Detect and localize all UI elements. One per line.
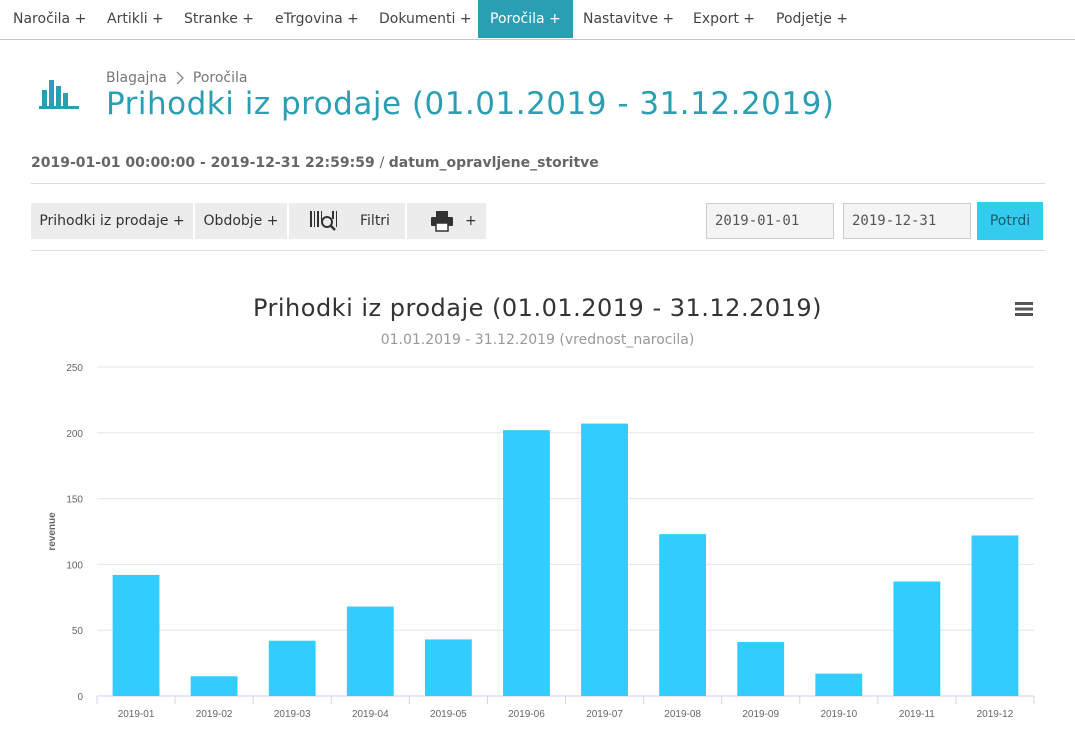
bar-chart-icon (39, 80, 79, 109)
range-text: 2019-01-01 00:00:00 - 2019-12-31 22:59:5… (31, 155, 375, 171)
divider-bottom (31, 250, 1045, 251)
nav-item-artikli[interactable]: Artikli + (107, 11, 164, 27)
page-title: Prihodki iz prodaje (01.01.2019 - 31.12.… (106, 86, 835, 122)
period-select-button[interactable]: Obdobje + (195, 203, 287, 239)
printer-icon (431, 211, 453, 232)
breadcrumb-root[interactable]: Blagajna (106, 70, 167, 86)
nav-item-nastavitve[interactable]: Nastavitve + (583, 11, 675, 27)
x-tick-label: 2019-08 (664, 709, 701, 720)
nav-item-porocila[interactable]: Poročila + (478, 0, 573, 38)
bar-2019-05 (424, 639, 472, 696)
bar-chart: 0 50 100 150 200 250 revenue 2019-01 2019-02 2019… (47, 363, 1035, 720)
y-tick-label: 50 (72, 626, 84, 637)
x-tick-label: 2019-09 (742, 709, 779, 720)
nav-item-stranke[interactable]: Stranke + (184, 11, 254, 27)
bar-2019-12 (971, 535, 1019, 696)
print-plus: + (465, 213, 477, 229)
x-tick-label: 2019-12 (977, 709, 1014, 720)
bar-2019-02 (190, 676, 238, 696)
barcode-search-icon (310, 211, 337, 231)
bar-2019-01 (112, 574, 160, 696)
x-tick-label: 2019-11 (899, 709, 935, 720)
x-tick-label: 2019-02 (196, 709, 233, 720)
filters-label: Filtri (360, 213, 390, 229)
x-tick-label: 2019-04 (352, 709, 389, 720)
x-tick-label: 2019-03 (274, 709, 311, 720)
y-tick-label: 0 (77, 692, 83, 703)
x-tick-label: 2019-01 (118, 709, 155, 720)
bar-2019-08 (659, 534, 707, 696)
chevron-right-icon (176, 71, 184, 85)
report-select-button[interactable]: Prihodki iz prodaje + (31, 203, 193, 239)
x-tick-label: 2019-06 (508, 709, 545, 720)
confirm-button[interactable]: Potrdi (977, 202, 1043, 240)
nav-item-dokumenti[interactable]: Dokumenti + (379, 11, 472, 27)
x-tick-label: 2019-10 (820, 709, 857, 720)
x-tick-label: 2019-05 (430, 709, 467, 720)
bar-2019-09 (737, 642, 785, 696)
divider-top (31, 183, 1045, 184)
chart-title: Prihodki iz prodaje (01.01.2019 - 31.12.… (252, 294, 823, 322)
nav-item-etrgovina[interactable]: eTrgovina + (275, 11, 359, 27)
x-tick-label: 2019-07 (586, 709, 623, 720)
date-field-name: datum_opravljene_storitve (388, 155, 599, 171)
bar-2019-04 (346, 606, 394, 696)
bar-2019-11 (893, 581, 941, 696)
y-tick-label: 250 (66, 363, 83, 374)
hamburger-menu-icon[interactable] (1013, 300, 1035, 318)
date-range-info: 2019-01-01 00:00:00 - 2019-12-31 22:59:5… (31, 155, 599, 171)
date-from-input[interactable]: 2019-01-01 (706, 203, 834, 239)
bar-2019-07 (581, 423, 628, 696)
filters-button[interactable]: Filtri (289, 203, 405, 239)
bar-2019-06 (503, 430, 550, 696)
nav-item-podjetje[interactable]: Podjetje + (776, 11, 849, 27)
print-button[interactable]: + (407, 203, 486, 239)
bar-2019-10 (815, 673, 863, 696)
y-tick-label: 200 (66, 429, 83, 440)
y-tick-label: 100 (66, 560, 83, 571)
chart-subtitle: 01.01.2019 - 31.12.2019 (vrednost_naroci… (380, 332, 695, 348)
nav-item-export[interactable]: Export + (693, 11, 756, 27)
date-to-input[interactable]: 2019-12-31 (843, 203, 971, 239)
breadcrumb: Blagajna Poročila (106, 68, 247, 88)
y-axis-label: revenue (47, 512, 58, 551)
breadcrumb-current[interactable]: Poročila (192, 70, 248, 86)
y-tick-label: 150 (66, 495, 83, 506)
nav-item-narocila[interactable]: Naročila + (13, 11, 87, 27)
bar-2019-03 (268, 640, 316, 696)
top-navigation: Naročila + Artikli + Stranke + eTrgovina… (0, 0, 1075, 40)
